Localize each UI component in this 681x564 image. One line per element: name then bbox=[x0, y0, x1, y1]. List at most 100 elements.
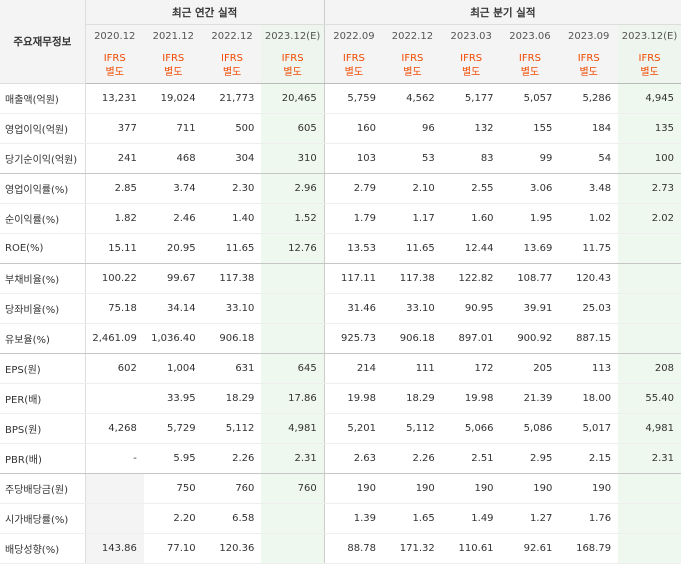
value-cell: 21.39 bbox=[500, 383, 560, 414]
value-cell bbox=[618, 323, 681, 354]
value-cell: 13.53 bbox=[323, 233, 384, 264]
value-cell: 1,004 bbox=[143, 353, 203, 384]
value-cell: 2.02 bbox=[618, 203, 681, 234]
value-cell: 4,945 bbox=[618, 83, 681, 114]
period-header: 2021.12 bbox=[143, 24, 203, 48]
value-cell: 1.65 bbox=[383, 503, 442, 534]
value-cell: 190 bbox=[500, 473, 560, 504]
value-cell: 2.96 bbox=[261, 173, 325, 204]
value-cell: 377 bbox=[85, 113, 144, 144]
basis-ifrs-label: IFRS bbox=[577, 52, 600, 64]
value-cell: 304 bbox=[202, 143, 262, 174]
value-cell: 3.48 bbox=[559, 173, 619, 204]
value-cell bbox=[261, 503, 325, 534]
basis-separate-label: 별도 bbox=[520, 66, 540, 78]
value-cell: 6.58 bbox=[202, 503, 262, 534]
value-cell: 19,024 bbox=[143, 83, 203, 114]
value-cell: 2.63 bbox=[323, 443, 384, 474]
basis-separate-label: 별도 bbox=[283, 66, 302, 78]
value-cell: 111 bbox=[383, 353, 442, 384]
accounting-basis-cell: IFRS 별도 bbox=[618, 48, 681, 84]
value-cell: 1.82 bbox=[85, 203, 144, 234]
value-cell: 33.95 bbox=[143, 383, 203, 414]
table-row: 배당성향(%) 143.86 77.10 120.36 88.78 171.32 110.6… bbox=[0, 533, 681, 564]
value-cell: 760 bbox=[202, 473, 262, 504]
basis-separate-label: 별도 bbox=[403, 66, 422, 78]
period-header-estimate: 2023.12(E) bbox=[261, 24, 325, 48]
value-cell: 5,177 bbox=[441, 83, 501, 114]
value-cell: 15.11 bbox=[85, 233, 144, 264]
row-label: 시가배당률(%) bbox=[0, 503, 86, 534]
value-cell: 92.61 bbox=[500, 533, 560, 564]
row-label: 순이익률(%) bbox=[0, 203, 86, 234]
value-cell: 900.92 bbox=[500, 323, 560, 354]
table-row: 시가배당률(%) 2.20 6.58 1.39 1.65 1.49 1.27 1.76 bbox=[0, 503, 681, 534]
basis-ifrs-label: IFRS bbox=[103, 52, 126, 64]
accounting-basis-cell: IFRS 별도 bbox=[500, 48, 560, 84]
value-cell: 1.17 bbox=[383, 203, 442, 234]
period-header: 2020.12 bbox=[85, 24, 144, 48]
accounting-basis-cell: IFRS 별도 bbox=[383, 48, 442, 84]
value-cell: 171.32 bbox=[383, 533, 442, 564]
accounting-basis-cell: IFRS 별도 bbox=[261, 48, 325, 84]
value-cell: 132 bbox=[441, 113, 501, 144]
row-label: 배당성향(%) bbox=[0, 533, 86, 564]
row-label: PBR(배) bbox=[0, 443, 86, 474]
basis-ifrs-label: IFRS bbox=[281, 52, 304, 64]
value-cell: 19.98 bbox=[323, 383, 384, 414]
table-row: PBR(배) -5.95 2.26 2.31 2.63 2.26 2.51 2.95 2.15 2… bbox=[0, 443, 681, 474]
value-cell: 5,086 bbox=[500, 413, 560, 444]
basis-ifrs-label: IFRS bbox=[460, 52, 483, 64]
value-cell: 5,286 bbox=[559, 83, 619, 114]
value-cell: 18.29 bbox=[202, 383, 262, 414]
row-label: 당기순이익(억원) bbox=[0, 143, 86, 174]
accounting-basis-cell: IFRS 별도 bbox=[85, 48, 144, 84]
value-cell: 4,268 bbox=[85, 413, 144, 444]
table-row: EPS(원) 602 1,004 631 645 214 111 172 205 113 208 bbox=[0, 353, 681, 384]
period-header: 2022.12 bbox=[383, 24, 442, 48]
value-cell: 925.73 bbox=[323, 323, 384, 354]
value-cell: 214 bbox=[323, 353, 384, 384]
value-cell: 602 bbox=[85, 353, 144, 384]
value-cell: 2.55 bbox=[441, 173, 501, 204]
value-cell: 103 bbox=[323, 143, 384, 174]
value-cell: 12.76 bbox=[261, 233, 325, 264]
row-label: ROE(%) bbox=[0, 233, 86, 264]
value-cell: 2.79 bbox=[323, 173, 384, 204]
value-cell bbox=[261, 263, 325, 294]
value-cell: 99.67 bbox=[143, 263, 203, 294]
value-cell: 1.27 bbox=[500, 503, 560, 534]
period-header: 2022.09 bbox=[323, 24, 384, 48]
table-row: ROE(%) 15.11 20.95 11.65 12.76 13.53 11.65 12.4… bbox=[0, 233, 681, 264]
value-cell bbox=[261, 293, 325, 324]
value-cell: 117.38 bbox=[383, 263, 442, 294]
value-cell: 100 bbox=[618, 143, 681, 174]
table-row: 매출액(억원) 13,231 19,024 21,773 20,465 5,759 4,56… bbox=[0, 83, 681, 114]
value-cell: 1.76 bbox=[559, 503, 619, 534]
value-cell: 1.60 bbox=[441, 203, 501, 234]
value-cell bbox=[618, 533, 681, 564]
value-cell: 5,112 bbox=[202, 413, 262, 444]
value-cell: 2.31 bbox=[261, 443, 325, 474]
value-cell: 1.49 bbox=[441, 503, 501, 534]
value-cell: 906.18 bbox=[202, 323, 262, 354]
row-label: BPS(원) bbox=[0, 413, 86, 444]
value-cell: 5,017 bbox=[559, 413, 619, 444]
value-cell: 645 bbox=[261, 353, 325, 384]
value-cell: 605 bbox=[261, 113, 325, 144]
value-cell: 1.40 bbox=[202, 203, 262, 234]
value-cell: 18.29 bbox=[383, 383, 442, 414]
value-cell: 25.03 bbox=[559, 293, 619, 324]
value-cell: 190 bbox=[559, 473, 619, 504]
basis-ifrs-label: IFRS bbox=[221, 52, 244, 64]
value-cell: 13,231 bbox=[85, 83, 144, 114]
value-cell: 75.18 bbox=[85, 293, 144, 324]
value-cell bbox=[618, 503, 681, 534]
value-cell: 2.26 bbox=[383, 443, 442, 474]
value-cell: 2.85 bbox=[85, 173, 144, 204]
value-cell: 241 bbox=[85, 143, 144, 174]
value-cell: 468 bbox=[143, 143, 203, 174]
row-label: 영업이익(억원) bbox=[0, 113, 86, 144]
value-cell: 20,465 bbox=[261, 83, 325, 114]
